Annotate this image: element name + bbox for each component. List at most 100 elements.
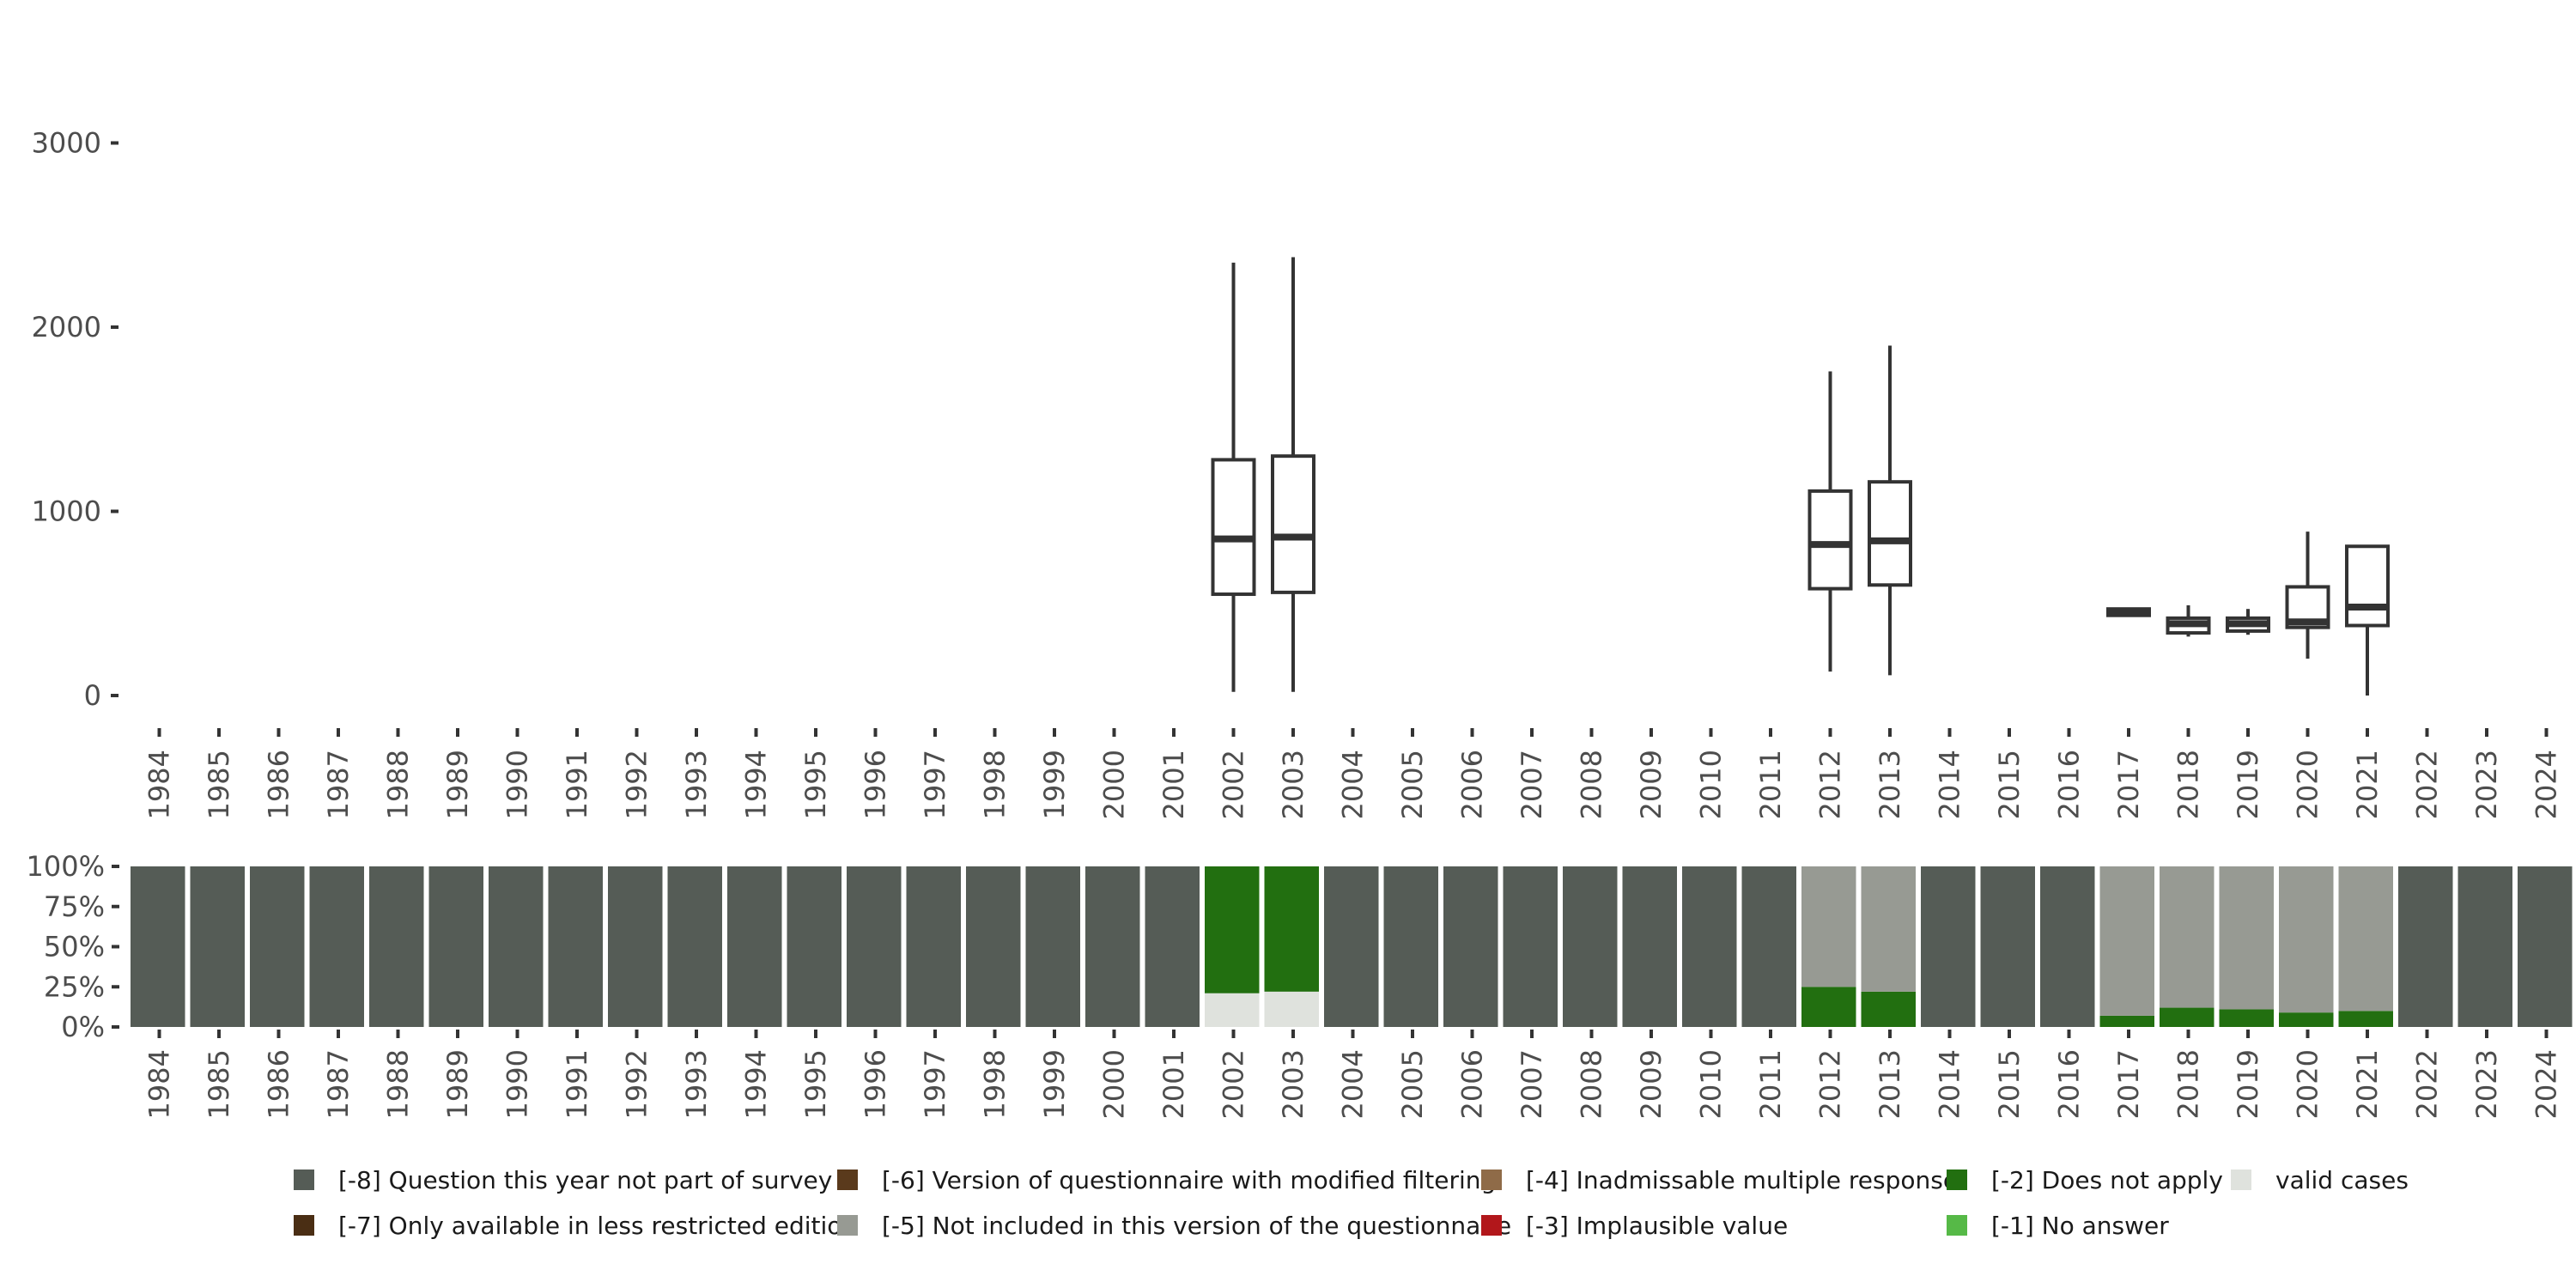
- x-tick-label: 2023: [2470, 750, 2503, 819]
- x-tick-label: 2022: [2411, 750, 2444, 819]
- x-tick-label: 2011: [1754, 750, 1787, 819]
- box-2019: [2226, 609, 2270, 635]
- bar-x-tick-label: 2012: [1814, 1049, 1847, 1119]
- bar-segment-1991: [548, 866, 603, 1027]
- x-tick-label: 2000: [1098, 750, 1131, 819]
- bar-x-tick-label: 1992: [621, 1049, 653, 1119]
- x-tick-label: 1992: [621, 750, 653, 819]
- legend-swatch: [294, 1170, 314, 1190]
- box-2002: [1211, 262, 1256, 692]
- bar-segment-1986: [250, 866, 305, 1027]
- bar-segment-2021: [2338, 1011, 2393, 1027]
- legend-swatch: [1481, 1215, 1502, 1236]
- x-tick-label: 2016: [2053, 750, 2086, 819]
- bar-segment-2004: [1324, 866, 1379, 1027]
- box-iqr: [1807, 489, 1853, 591]
- x-tick-label: 2018: [2172, 750, 2205, 819]
- bar-segment-2016: [2040, 866, 2095, 1027]
- box-2017: [2106, 607, 2151, 617]
- bar-x-tick-label: 2016: [2053, 1049, 2086, 1119]
- legend-swatch: [1947, 1215, 1967, 1236]
- legend-swatch: [837, 1215, 858, 1236]
- bar-segment-2011: [1741, 866, 1796, 1027]
- x-tick-label: 1997: [919, 750, 951, 819]
- bar-segment-2006: [1443, 866, 1498, 1027]
- x-tick-label: 2001: [1157, 750, 1190, 819]
- bar-x-tick-label: 1985: [203, 1049, 235, 1119]
- bar-segment-2022: [2398, 866, 2453, 1027]
- bar-x-tick-label: 1989: [441, 1049, 474, 1119]
- bar-segment-1998: [966, 866, 1021, 1027]
- legend-item: [-8] Question this year not part of surv…: [294, 1163, 832, 1197]
- bar-segment-2023: [2458, 866, 2512, 1027]
- bar-segment-2020: [2279, 1012, 2334, 1027]
- bar-segment-2019: [2219, 1009, 2274, 1027]
- bar-segment-2020: [2279, 866, 2334, 1013]
- x-tick-label: 2008: [1576, 750, 1608, 819]
- box-2018: [2166, 605, 2211, 637]
- bar-segment-2008: [1563, 866, 1618, 1027]
- bar-x-tick-label: 2022: [2411, 1049, 2444, 1119]
- bar-x-tick-label: 2004: [1337, 1049, 1370, 1119]
- x-tick-label: 2017: [2112, 750, 2145, 819]
- bar-segment-2019: [2219, 866, 2274, 1010]
- x-tick-label: 1989: [441, 750, 474, 819]
- bar-x-tick-label: 1998: [979, 1049, 1012, 1119]
- bar-x-tick-label: 2024: [2530, 1049, 2563, 1119]
- bar-segment-2003: [1264, 991, 1319, 1027]
- bar-segment-2012: [1801, 987, 1856, 1027]
- bar-segment-2002: [1205, 866, 1260, 993]
- legend-swatch: [837, 1170, 858, 1190]
- legend-item: [-5] Not included in this version of the…: [837, 1208, 1511, 1242]
- bar-segment-1995: [787, 866, 841, 1027]
- boxplot-y-axis: 0 1000 2000 3000: [32, 127, 118, 712]
- bar-segment-2000: [1085, 866, 1140, 1027]
- bar-segment-1990: [489, 866, 544, 1027]
- x-tick-label: 2002: [1218, 750, 1250, 819]
- x-tick-label: 1999: [1038, 750, 1071, 819]
- legend-item: [-4] Inadmissable multiple response: [1481, 1163, 1958, 1197]
- bar-segment-2005: [1383, 866, 1438, 1027]
- x-tick-label: 2007: [1516, 750, 1548, 819]
- x-tick-label: 2004: [1337, 750, 1370, 819]
- bar-segment-1993: [667, 866, 722, 1027]
- legend-label: [-2] Does not apply: [1991, 1165, 2223, 1194]
- boxplot-x-axis: 1984 1985 1986 1987 1988 1989 1990 1991 1992 1993…: [143, 728, 2563, 819]
- bar-x-tick-label: 2010: [1695, 1049, 1728, 1119]
- x-tick-label: 2015: [1993, 750, 2026, 819]
- bar-segment-2001: [1145, 866, 1200, 1027]
- x-tick-label: 1990: [501, 750, 534, 819]
- legend-item: [-1] No answer: [1947, 1208, 2169, 1242]
- bar-y-tick-label: 0%: [61, 1011, 105, 1043]
- bar-x-tick-label: 1990: [501, 1049, 534, 1119]
- x-tick-label: 2005: [1396, 750, 1429, 819]
- x-tick-label: 1985: [203, 750, 235, 819]
- x-tick-label: 1996: [860, 750, 892, 819]
- bar-segment-2002: [1205, 993, 1260, 1027]
- bar-segment-2009: [1622, 866, 1677, 1027]
- bar-segment-2021: [2338, 866, 2393, 1012]
- bar-x-tick-label: 2019: [2232, 1049, 2264, 1119]
- x-tick-label: 1987: [322, 750, 355, 819]
- bar-x-tick-label: 1984: [143, 1049, 176, 1119]
- bar-segment-2010: [1682, 866, 1737, 1027]
- bar-x-tick-label: 1996: [860, 1049, 892, 1119]
- bar-x-axis: 1984 1985 1986 1987 1988 1989 1990 1991 1992 1993…: [143, 1030, 2563, 1119]
- legend-item: [-2] Does not apply: [1947, 1163, 2223, 1197]
- box-2012: [1807, 371, 1853, 672]
- box-iqr: [1271, 454, 1315, 594]
- x-tick-label: 2012: [1814, 750, 1847, 819]
- bar-x-tick-label: 1987: [322, 1049, 355, 1119]
- legend-item: [-7] Only available in less restricted e…: [294, 1208, 857, 1242]
- bar-x-tick-label: 1991: [561, 1049, 593, 1119]
- bar-x-tick-label: 2011: [1754, 1049, 1787, 1119]
- bar-x-tick-label: 2009: [1635, 1049, 1668, 1119]
- legend-label: [-8] Question this year not part of surv…: [338, 1165, 833, 1194]
- bar-segment-2017: [2099, 866, 2154, 1016]
- bar-y-axis: 0% 25% 50% 75% 100%: [27, 850, 119, 1043]
- bar-x-tick-label: 2007: [1516, 1049, 1548, 1119]
- bar-x-tick-label: 2015: [1993, 1049, 2026, 1119]
- x-tick-label: 2020: [2292, 750, 2324, 819]
- bar-segment-2013: [1861, 866, 1916, 992]
